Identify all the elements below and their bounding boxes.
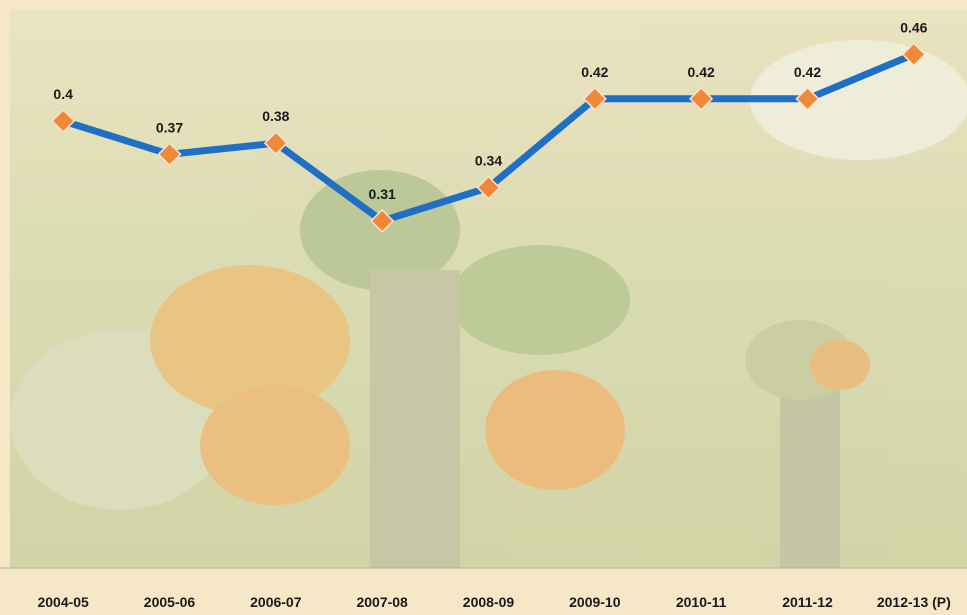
page: 2004-05 2005-06 2006-07 2007-08 2008-09 2009-… xyxy=(0,0,967,615)
x-tick-label: 2009-10 xyxy=(569,594,621,610)
x-tick-label: 2012-13 (P) xyxy=(877,594,951,610)
data-label: 0.38 xyxy=(262,108,289,124)
data-label: 0.46 xyxy=(900,19,927,35)
data-label: 0.42 xyxy=(794,64,821,80)
x-tick-label: 2010-11 xyxy=(676,594,727,610)
x-tick-label: 2005-06 xyxy=(144,594,196,610)
chart: 2004-05 2005-06 2006-07 2007-08 2008-09 2009-… xyxy=(0,0,967,615)
data-label: 0.42 xyxy=(581,64,608,80)
data-label: 0.34 xyxy=(475,153,502,169)
x-tick-label: 2008-09 xyxy=(463,594,515,610)
data-label: 0.4 xyxy=(53,86,73,102)
x-tick-label: 2006-07 xyxy=(250,594,302,610)
data-label: 0.31 xyxy=(369,186,396,202)
x-tick-label: 2007-08 xyxy=(356,594,408,610)
data-label: 0.37 xyxy=(156,119,183,135)
x-tick-label: 2004-05 xyxy=(37,594,89,610)
data-label: 0.42 xyxy=(688,64,715,80)
x-tick-label: 2011-12 xyxy=(782,594,833,610)
